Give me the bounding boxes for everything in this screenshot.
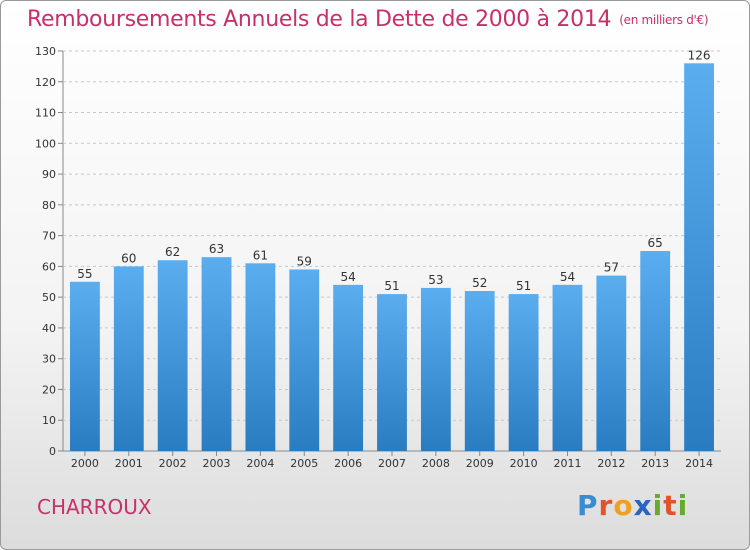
x-tick-label: 2010 bbox=[510, 457, 538, 470]
bar-value-label: 51 bbox=[516, 279, 531, 293]
x-axis-ticks: 2000 2001 2002 2003 2004 2005 2006 2007 2008 2009… bbox=[71, 451, 713, 470]
y-tick-label: 120 bbox=[35, 76, 56, 89]
bar-value-label: 65 bbox=[648, 236, 663, 250]
bar bbox=[113, 266, 144, 451]
x-tick-label: 2013 bbox=[641, 457, 669, 470]
bar-value-label: 54 bbox=[560, 270, 575, 284]
y-axis-ticks: 0 10 20 30 40 50 60 70 80 90 100 110 120 130 bbox=[35, 45, 63, 458]
x-tick-label: 2000 bbox=[71, 457, 99, 470]
y-tick-label: 100 bbox=[35, 137, 56, 150]
bar-value-label: 61 bbox=[253, 248, 268, 262]
x-tick-label: 2009 bbox=[466, 457, 494, 470]
x-tick-label: 2005 bbox=[290, 457, 318, 470]
chart-title-unit: (en milliers d'€) bbox=[619, 13, 709, 27]
y-tick-label: 130 bbox=[35, 45, 56, 58]
bar bbox=[377, 294, 407, 451]
y-tick-label: 30 bbox=[42, 353, 56, 366]
bar-value-label: 62 bbox=[165, 245, 180, 259]
bar bbox=[464, 291, 495, 451]
bar bbox=[333, 284, 364, 451]
bars: 55 60 62 63 61 59 54 51 53 52 51 54 57 65 126 bbox=[70, 48, 714, 452]
bar-value-label: 52 bbox=[472, 276, 487, 290]
x-tick-label: 2006 bbox=[334, 457, 362, 470]
bar-value-label: 51 bbox=[384, 279, 399, 293]
bar bbox=[684, 63, 714, 452]
chart-title: Remboursements Annuels de la Dette de 20… bbox=[27, 7, 709, 32]
bar-value-label: 59 bbox=[297, 254, 312, 268]
commune-name: CHARROUX bbox=[37, 495, 152, 519]
y-tick-label: 10 bbox=[42, 414, 56, 427]
x-tick-label: 2014 bbox=[685, 457, 713, 470]
bar bbox=[157, 260, 188, 451]
bar bbox=[245, 263, 276, 451]
x-tick-label: 2002 bbox=[159, 457, 187, 470]
bar bbox=[289, 269, 320, 451]
bar bbox=[70, 281, 100, 451]
logo-letter: i bbox=[652, 489, 664, 522]
logo-letter: P bbox=[577, 489, 599, 522]
bar bbox=[596, 275, 627, 451]
bar-value-label: 53 bbox=[428, 273, 443, 287]
y-tick-label: 50 bbox=[42, 291, 56, 304]
bar-value-label: 63 bbox=[209, 242, 224, 256]
y-tick-label: 60 bbox=[42, 260, 56, 273]
y-tick-label: 90 bbox=[42, 168, 56, 181]
bar-value-label: 126 bbox=[688, 48, 711, 62]
logo-letter: o bbox=[613, 489, 634, 522]
bar bbox=[420, 287, 451, 451]
bar bbox=[552, 284, 583, 451]
x-tick-label: 2012 bbox=[597, 457, 625, 470]
bar bbox=[508, 294, 539, 451]
x-tick-label: 2007 bbox=[378, 457, 406, 470]
bar-value-label: 55 bbox=[77, 267, 92, 281]
x-tick-label: 2001 bbox=[115, 457, 143, 470]
y-tick-label: 110 bbox=[35, 107, 56, 120]
bar-value-label: 60 bbox=[121, 251, 136, 265]
chart-title-main: Remboursements Annuels de la Dette de 20… bbox=[27, 7, 612, 32]
x-tick-label: 2003 bbox=[203, 457, 231, 470]
bar bbox=[640, 251, 671, 451]
proxiti-logo: Proxiti bbox=[577, 489, 688, 522]
y-tick-label: 0 bbox=[49, 445, 56, 458]
bar-value-label: 57 bbox=[604, 261, 619, 275]
logo-letter: i bbox=[677, 489, 689, 522]
bar-value-label: 54 bbox=[340, 270, 355, 284]
y-tick-label: 70 bbox=[42, 230, 56, 243]
y-tick-label: 40 bbox=[42, 322, 56, 335]
bar bbox=[201, 257, 232, 451]
x-tick-label: 2004 bbox=[246, 457, 274, 470]
logo-letter: r bbox=[598, 489, 614, 522]
x-tick-label: 2008 bbox=[422, 457, 450, 470]
logo-letter: x bbox=[633, 489, 653, 522]
y-tick-label: 20 bbox=[42, 383, 56, 396]
y-tick-label: 80 bbox=[42, 199, 56, 212]
x-tick-label: 2011 bbox=[553, 457, 581, 470]
logo-letter: t bbox=[663, 489, 678, 522]
